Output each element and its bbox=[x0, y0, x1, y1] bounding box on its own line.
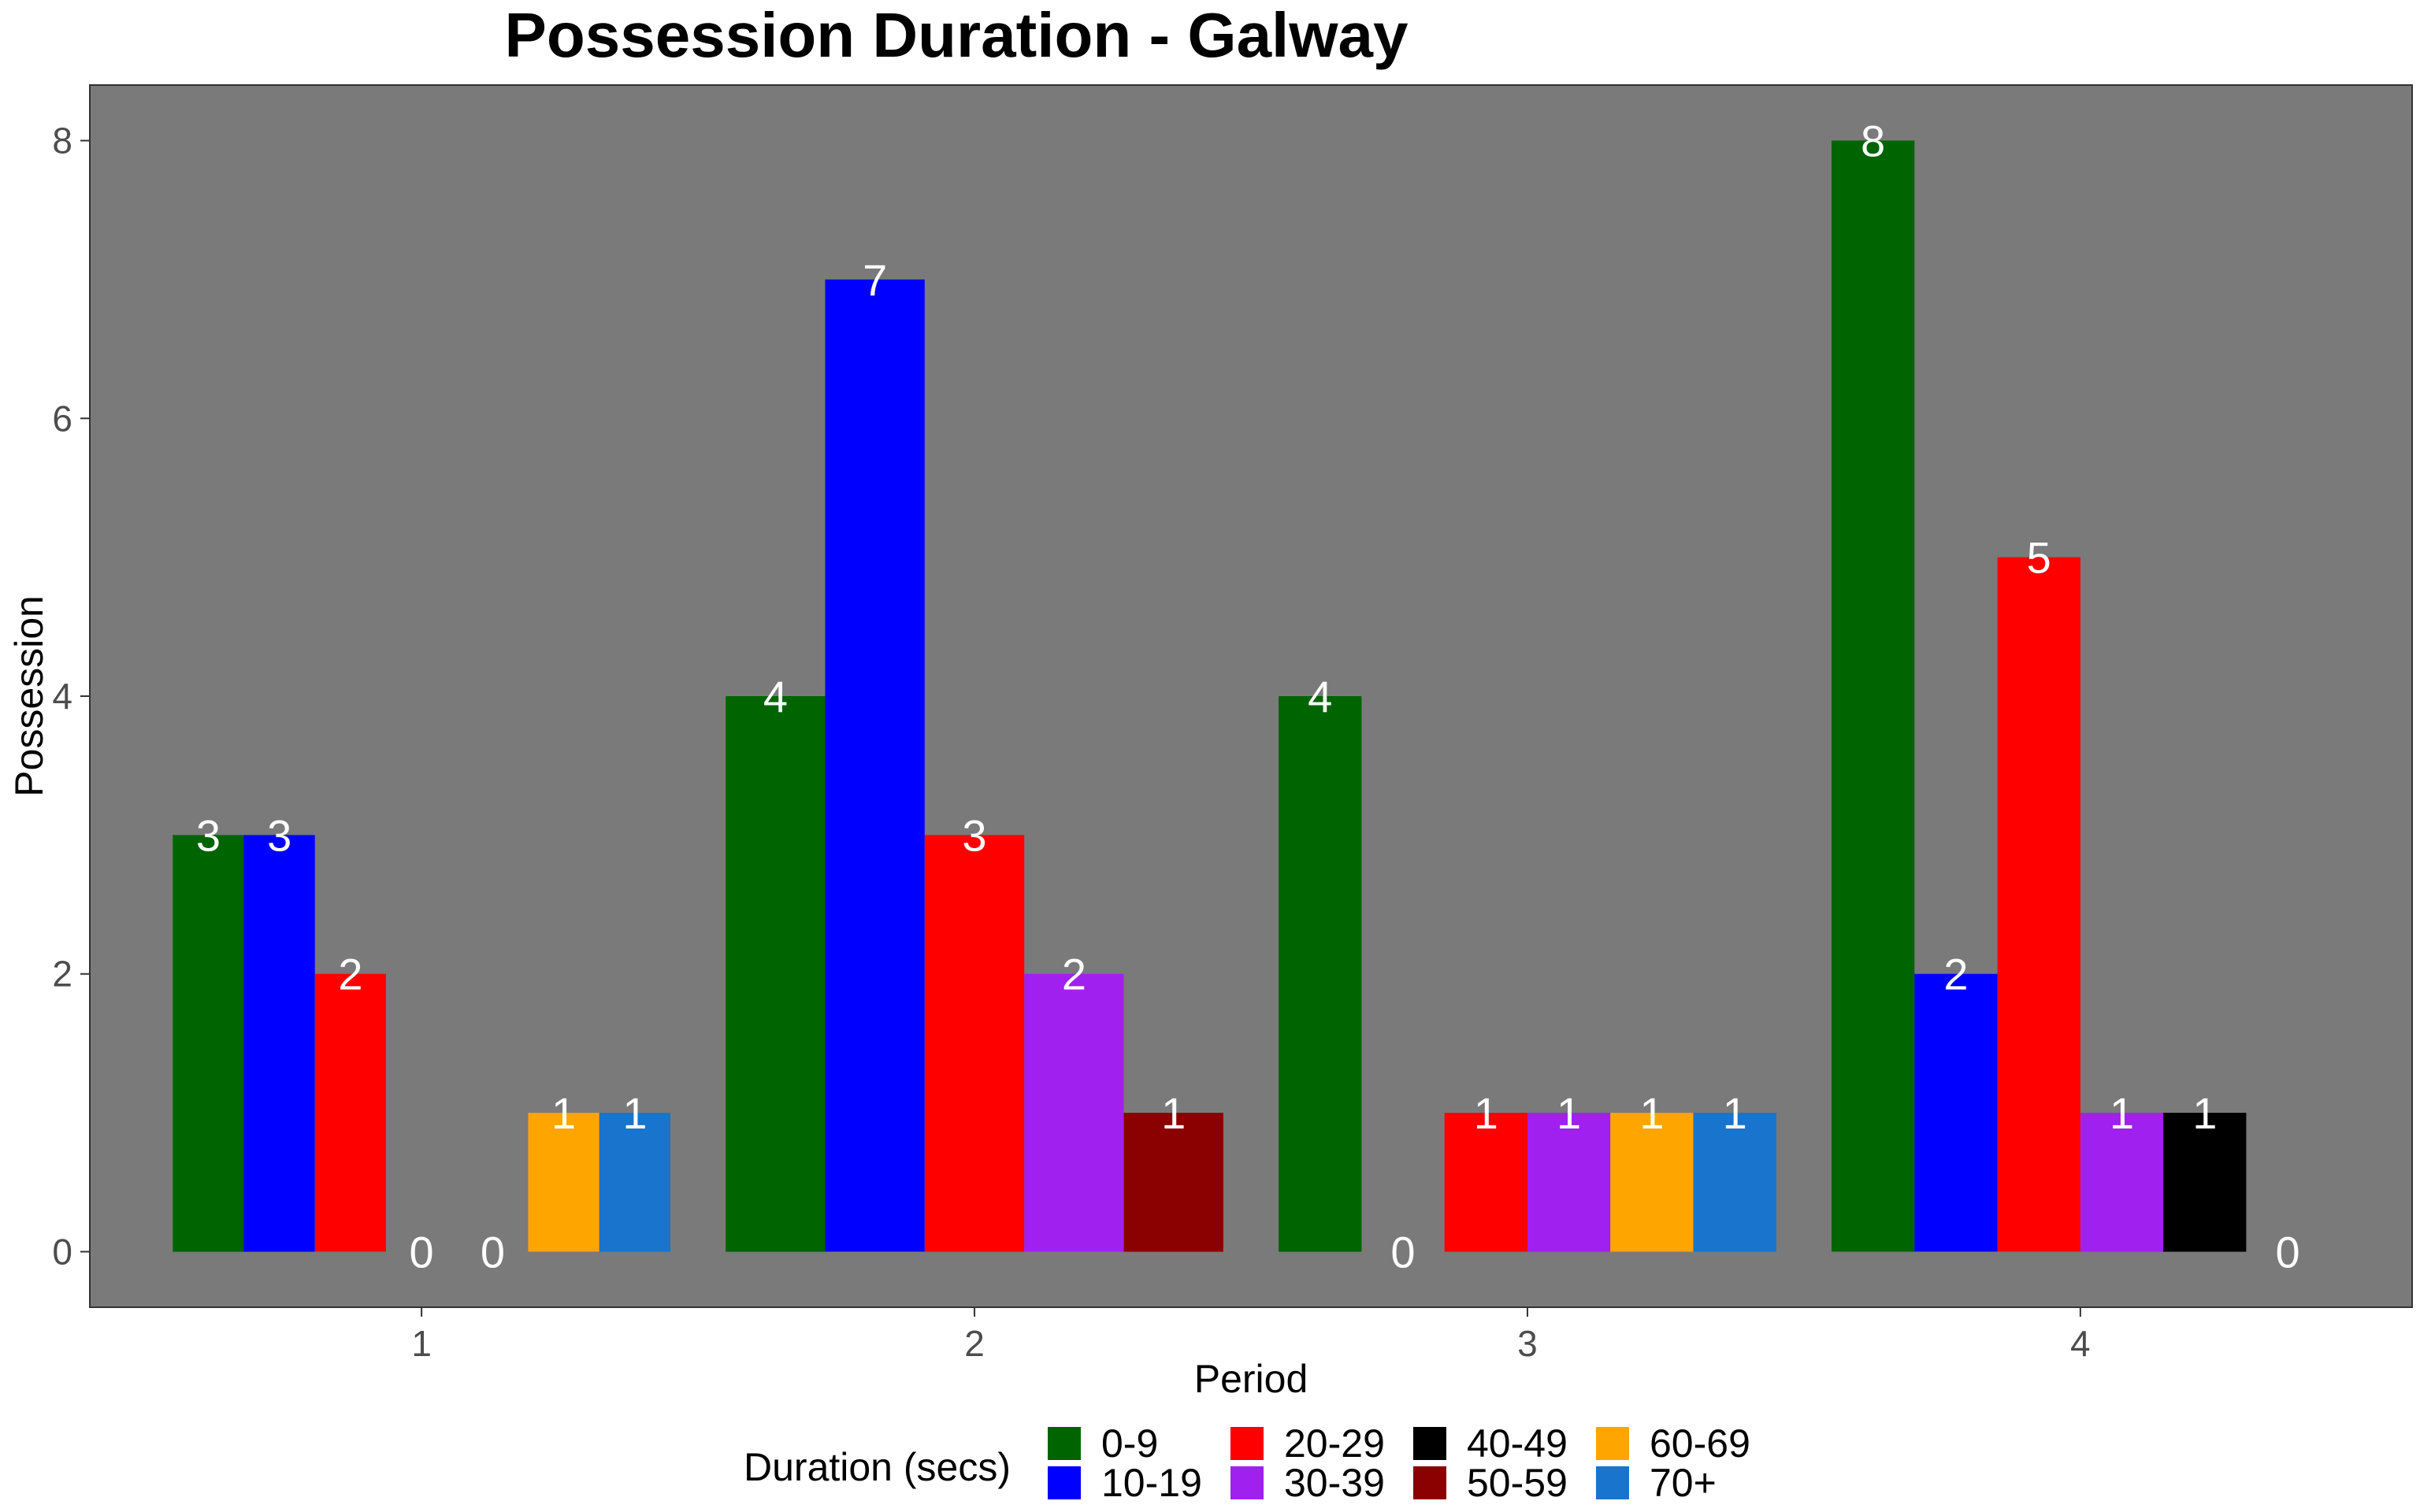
legend-item-40-49: 40-49 bbox=[1413, 1421, 1568, 1466]
legend-swatch bbox=[1413, 1466, 1446, 1499]
bar-40-49-period-4 bbox=[2163, 1113, 2247, 1252]
legend-item-0-9: 0-9 bbox=[1048, 1421, 1158, 1466]
bar-0-9-period-2 bbox=[726, 696, 826, 1252]
x-axis-title: Period bbox=[1194, 1357, 1308, 1401]
legend-label: 40-49 bbox=[1467, 1421, 1568, 1466]
bar-label: 4 bbox=[763, 672, 788, 721]
bar-20-29-period-3 bbox=[1444, 1113, 1527, 1252]
bar-10-19-period-2 bbox=[825, 279, 925, 1252]
y-tick-label: 8 bbox=[52, 120, 72, 161]
bar-20-29-period-4 bbox=[1997, 557, 2080, 1252]
bar-0-9-period-3 bbox=[1279, 696, 1362, 1252]
bar-60-69-period-1 bbox=[528, 1113, 599, 1252]
legend-title: Duration (secs) bbox=[744, 1445, 1011, 1489]
bar-label: 7 bbox=[863, 255, 887, 305]
x-axis: 1 2 3 4 bbox=[411, 1307, 2091, 1364]
bar-50-59-period-2 bbox=[1123, 1113, 1223, 1252]
bar-label: 1 bbox=[1557, 1088, 1581, 1138]
x-tick-label: 1 bbox=[411, 1323, 432, 1364]
bar-label: 0 bbox=[1390, 1228, 1415, 1277]
bar-label: 3 bbox=[267, 810, 291, 860]
chart-title: Possession Duration - Galway bbox=[505, 0, 1409, 70]
legend-label: 0-9 bbox=[1101, 1421, 1158, 1466]
legend-label: 50-59 bbox=[1467, 1461, 1568, 1505]
bar-label: 2 bbox=[1062, 950, 1086, 999]
bar-20-29-period-1 bbox=[314, 973, 386, 1252]
bar-30-39-period-2 bbox=[1024, 973, 1124, 1252]
bar-20-29-period-2 bbox=[924, 835, 1025, 1252]
bar-label: 0 bbox=[2276, 1228, 2300, 1277]
legend-item-30-39: 30-39 bbox=[1230, 1461, 1385, 1505]
bar-30-39-period-3 bbox=[1527, 1113, 1611, 1252]
x-tick-label: 3 bbox=[1517, 1323, 1538, 1364]
legend-item-70+: 70+ bbox=[1596, 1461, 1717, 1505]
bar-label: 1 bbox=[551, 1088, 576, 1138]
bar-label: 3 bbox=[962, 810, 986, 860]
bar-label: 5 bbox=[2027, 533, 2051, 583]
bar-label: 1 bbox=[1474, 1088, 1498, 1138]
legend-swatch bbox=[1230, 1427, 1264, 1460]
bar-label: 2 bbox=[1943, 950, 1968, 999]
bar-label: 1 bbox=[622, 1088, 647, 1138]
legend-item-10-19: 10-19 bbox=[1048, 1461, 1202, 1505]
bar-label: 1 bbox=[2110, 1088, 2134, 1138]
bar-0-9-period-4 bbox=[1832, 140, 1915, 1252]
bar-label: 0 bbox=[410, 1228, 434, 1277]
legend-swatch bbox=[1230, 1466, 1264, 1499]
x-tick-label: 4 bbox=[2070, 1323, 2091, 1364]
legend-swatch bbox=[1596, 1427, 1629, 1460]
bar-10-19-period-4 bbox=[1914, 973, 1998, 1252]
y-axis-title: Possession bbox=[7, 595, 51, 797]
bars-group bbox=[173, 140, 2247, 1252]
legend-item-50-59: 50-59 bbox=[1413, 1461, 1568, 1505]
legend-label: 10-19 bbox=[1101, 1461, 1202, 1505]
bar-30-39-period-4 bbox=[2080, 1113, 2164, 1252]
bar-label: 4 bbox=[1308, 672, 1332, 721]
bar-label: 2 bbox=[338, 950, 362, 999]
bar-label: 1 bbox=[1723, 1088, 1747, 1138]
legend-label: 20-29 bbox=[1284, 1421, 1385, 1466]
bar-label: 1 bbox=[2192, 1088, 2217, 1138]
bar-label: 0 bbox=[481, 1228, 505, 1277]
y-axis: 0 2 4 6 8 bbox=[52, 120, 90, 1272]
legend-item-60-69: 60-69 bbox=[1596, 1421, 1750, 1466]
x-tick-label: 2 bbox=[964, 1323, 985, 1364]
legend-label: 70+ bbox=[1650, 1461, 1717, 1505]
legend-swatch bbox=[1048, 1427, 1081, 1460]
y-tick-label: 0 bbox=[52, 1231, 72, 1272]
legend-item-20-29: 20-29 bbox=[1230, 1421, 1385, 1466]
legend-label: 30-39 bbox=[1284, 1461, 1385, 1505]
legend-label: 60-69 bbox=[1650, 1421, 1750, 1466]
bar-60-69-period-3 bbox=[1610, 1113, 1694, 1252]
y-tick-label: 6 bbox=[52, 398, 72, 439]
y-tick-label: 2 bbox=[52, 954, 72, 995]
bar-label: 3 bbox=[196, 810, 221, 860]
legend-swatch bbox=[1413, 1427, 1446, 1460]
bar-10-19-period-1 bbox=[243, 835, 315, 1252]
bar-label: 1 bbox=[1161, 1088, 1186, 1138]
bar-70+-period-3 bbox=[1693, 1113, 1776, 1252]
legend-swatch bbox=[1048, 1466, 1081, 1499]
bar-label: 8 bbox=[1861, 117, 1885, 166]
bar-label: 1 bbox=[1639, 1088, 1664, 1138]
bar-0-9-period-1 bbox=[173, 835, 244, 1252]
legend-swatch bbox=[1596, 1466, 1629, 1499]
bar-70+-period-1 bbox=[599, 1113, 670, 1252]
y-tick-label: 4 bbox=[52, 676, 72, 717]
